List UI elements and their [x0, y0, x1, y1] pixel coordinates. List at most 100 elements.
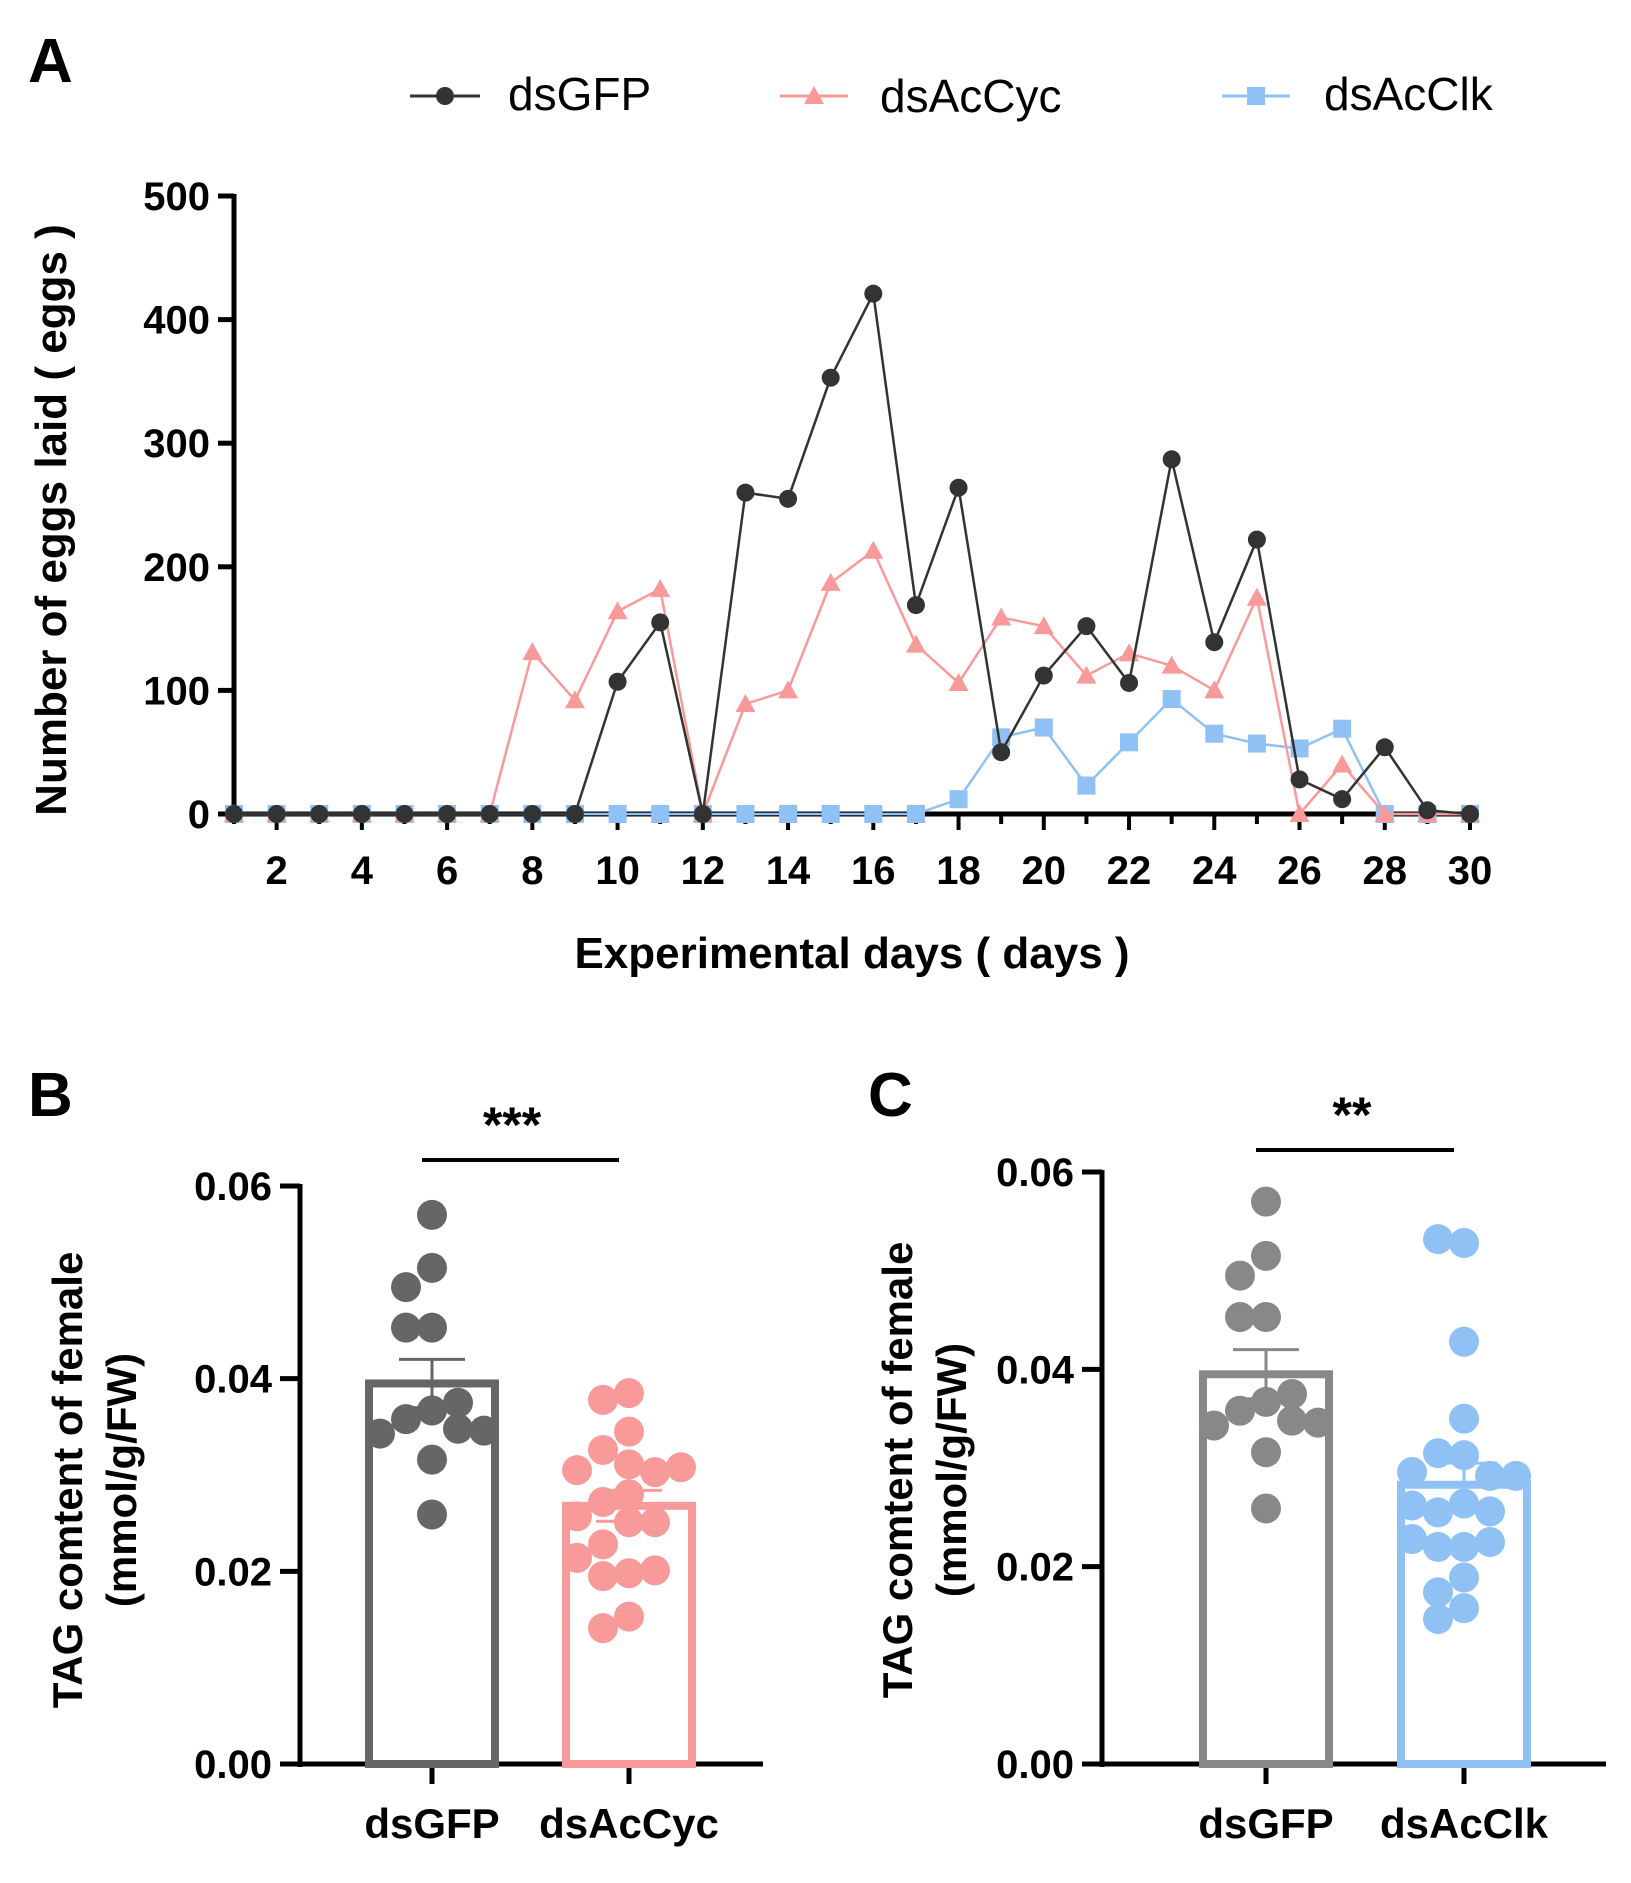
legend-label-dsacclk: dsAcClk	[1324, 68, 1494, 120]
category-label-dsacclk: dsAcClk	[1380, 1800, 1549, 1847]
data-point-dsacclk	[1120, 733, 1139, 752]
data-point-dsacclk	[1034, 718, 1053, 737]
legend: dsGFP dsAcCyc dsAcClk	[410, 68, 1494, 122]
data-point-dsaccyc	[666, 1452, 696, 1483]
legend-label-dsgfp: dsGFP	[508, 68, 651, 120]
x-tick-label: 24	[1192, 849, 1237, 893]
data-point-dsgfp	[1251, 1437, 1281, 1468]
panel-label-b: B	[28, 1061, 73, 1130]
series-line-dsacclk	[234, 697, 1470, 816]
data-point-dsacclk	[1397, 1524, 1427, 1555]
data-point-dsgfp	[1225, 1302, 1255, 1333]
data-point-dsaccyc	[588, 1529, 618, 1560]
data-point-dsgfp	[1034, 666, 1053, 685]
y-tick-label: 0.06	[194, 1165, 272, 1209]
data-point-dsaccyc	[588, 1561, 618, 1592]
y-tick-label: 0.02	[996, 1546, 1074, 1590]
data-point-dsaccyc	[588, 1486, 618, 1517]
data-point-dsgfp	[365, 1418, 395, 1449]
data-point-dsacclk	[1449, 1531, 1479, 1562]
data-point-dsaccyc	[562, 1542, 592, 1573]
data-point-dsaccyc	[1204, 680, 1225, 699]
data-point-dsgfp	[949, 478, 968, 497]
data-point-dsgfp	[1225, 1395, 1255, 1426]
data-point-dsgfp	[480, 805, 499, 823]
data-point-dsaccyc	[614, 1558, 644, 1589]
data-point-dsacclk	[1397, 1456, 1427, 1487]
data-point-dsaccyc	[991, 607, 1012, 626]
data-point-dsaccyc	[650, 579, 671, 598]
data-point-dsgfp	[992, 743, 1011, 762]
data-point-dsacclk	[1423, 1531, 1453, 1562]
data-point-dsgfp	[417, 1499, 447, 1530]
series-dsgfp	[225, 284, 1479, 823]
data-point-dsacclk	[906, 805, 925, 823]
data-point-dsaccyc	[948, 672, 969, 691]
data-point-dsaccyc	[1289, 804, 1310, 822]
data-point-dsgfp	[443, 1413, 473, 1444]
x-tick-label: 8	[521, 849, 543, 893]
data-point-dsaccyc	[588, 1434, 618, 1465]
data-point-dsgfp	[391, 1272, 421, 1303]
panel-b-bar-chart: TAG comtent of female (mmol/g/FW) *** ds…	[44, 1097, 763, 1847]
x-tick-label: 6	[436, 849, 458, 893]
data-point-dsaccyc	[588, 1384, 618, 1415]
data-point-dsaccyc	[614, 1601, 644, 1632]
data-point-dsgfp	[1162, 450, 1181, 469]
data-point-dsgfp	[1277, 1405, 1307, 1436]
data-point-dsacclk	[1449, 1562, 1479, 1593]
data-point-dsgfp	[1251, 1186, 1281, 1217]
x-tick-label: 4	[351, 849, 374, 893]
data-point-dsgfp	[1251, 1493, 1281, 1524]
data-point-dsgfp	[417, 1199, 447, 1230]
data-point-dsgfp	[1375, 738, 1394, 757]
data-point-dsaccyc	[1161, 655, 1182, 674]
data-point-dsacclk	[651, 805, 670, 823]
y-axis-title-line2: (mmol/g/FW)	[98, 1353, 145, 1607]
data-point-dsacclk	[1333, 719, 1352, 738]
data-point-dsgfp	[395, 805, 414, 823]
y-tick-label: 0.06	[996, 1151, 1074, 1195]
data-point-dsaccyc	[905, 634, 926, 653]
data-point-dsacclk	[1449, 1593, 1479, 1624]
x-tick-label: 26	[1277, 849, 1322, 893]
data-point-dsgfp	[821, 368, 840, 387]
data-point-dsaccyc	[640, 1555, 670, 1586]
significance-label: ***	[483, 1097, 542, 1153]
data-point-dsacclk	[608, 805, 627, 823]
data-point-dsacclk	[1449, 1228, 1479, 1259]
data-point-dsaccyc	[614, 1479, 644, 1510]
data-point-dsgfp	[391, 1404, 421, 1435]
y-tick-label: 400	[143, 299, 210, 343]
x-tick-label: 16	[851, 849, 896, 893]
y-tick-label: 0	[188, 793, 210, 837]
x-tick-label: 2	[265, 849, 287, 893]
data-point-dsacclk	[1449, 1326, 1479, 1357]
x-tick-label: 10	[595, 849, 640, 893]
x-axis-title: Experimental days ( days )	[574, 929, 1129, 978]
data-point-dsaccyc	[588, 1613, 618, 1644]
data-point-dsaccyc	[640, 1507, 670, 1538]
data-point-dsaccyc	[863, 540, 884, 559]
data-point-dsgfp	[417, 1444, 447, 1475]
y-axis-title-line1: TAG comtent of female	[44, 1252, 91, 1709]
data-point-dsgfp	[225, 805, 243, 823]
data-point-dsgfp	[1251, 1240, 1281, 1271]
category-label-dsgfp: dsGFP	[1198, 1800, 1333, 1847]
data-point-dsaccyc	[778, 680, 799, 699]
x-tick-label: 18	[936, 849, 981, 893]
data-point-dsacclk	[1077, 776, 1096, 795]
data-point-dsacclk	[1205, 724, 1224, 743]
data-point-dsgfp	[352, 805, 371, 823]
y-axis-title-line2: (mmol/g/FW)	[928, 1343, 975, 1597]
data-point-dsgfp	[736, 483, 755, 502]
data-point-dsacclk	[1397, 1490, 1427, 1521]
data-point-dsgfp	[779, 489, 798, 508]
y-axis-title-line1: TAG comtent of female	[874, 1242, 921, 1699]
data-point-dsaccyc	[1076, 665, 1097, 684]
y-tick-label: 0.00	[194, 1743, 272, 1787]
data-point-dsaccyc	[614, 1416, 644, 1447]
data-point-dsgfp	[417, 1312, 447, 1343]
data-point-dsaccyc	[1374, 804, 1395, 822]
data-point-dsgfp	[417, 1252, 447, 1283]
